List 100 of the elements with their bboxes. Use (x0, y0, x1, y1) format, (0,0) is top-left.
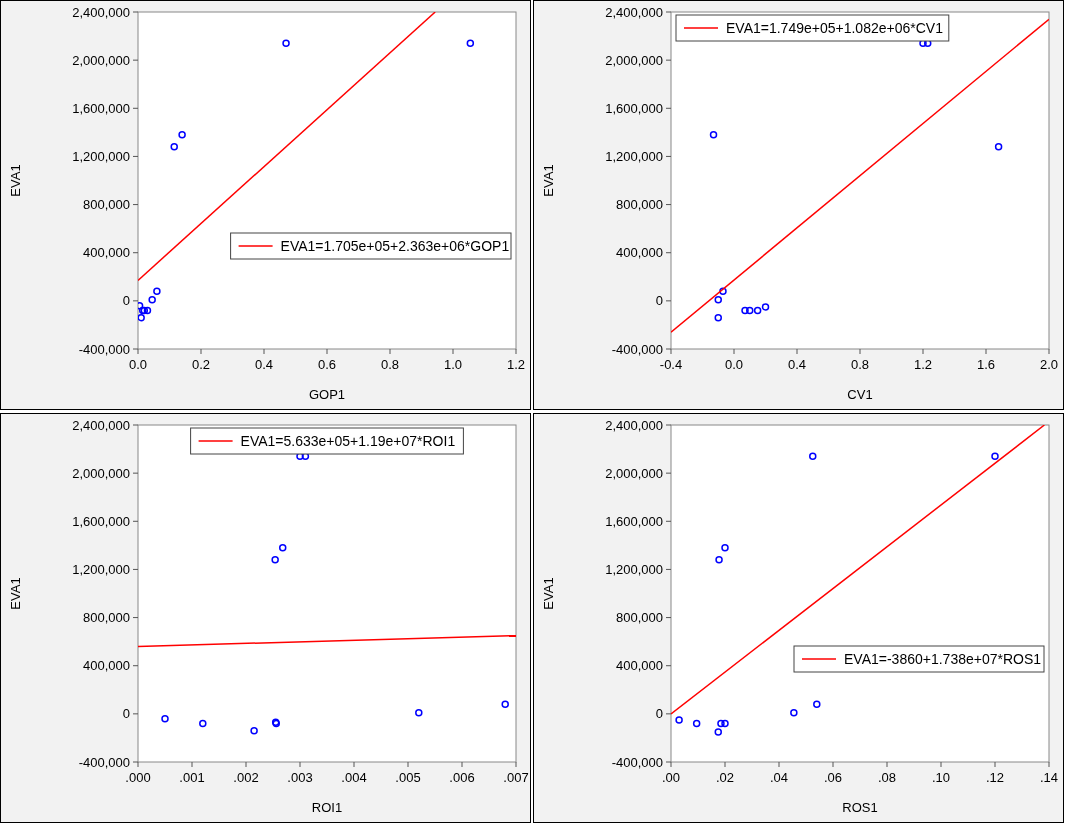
x-tick-label: .08 (877, 770, 897, 785)
point (741, 306, 749, 315)
x-tick-label: .005 (395, 770, 421, 785)
point (746, 306, 754, 315)
x-tick-label: 1.6 (976, 357, 996, 372)
x-tick-label: .002 (233, 770, 259, 785)
y-tick-label: 1,200,000 (72, 148, 130, 164)
y-tick-label: 1,600,000 (72, 513, 130, 529)
point (721, 544, 729, 552)
point (199, 719, 207, 728)
point (282, 39, 290, 48)
x-tick-label: 0.4 (254, 357, 274, 372)
x-tick-label: 0.8 (380, 357, 400, 372)
point (161, 714, 169, 723)
point (714, 295, 722, 304)
legend-label: EVA1=1.749e+05+1.082e+06*CV1 (726, 19, 944, 36)
y-tick-label: 800,000 (83, 197, 130, 213)
point (809, 452, 817, 461)
y-axis-title: EVA1 (8, 577, 23, 610)
point (719, 287, 727, 295)
x-tick-label: 1.0 (443, 357, 463, 372)
point (466, 39, 475, 48)
point (991, 452, 999, 461)
y-tick-label: -400,000 (611, 341, 663, 357)
y-tick-label: 2,000,000 (72, 465, 130, 481)
y-tick-label: -400,000 (78, 341, 130, 357)
point (813, 700, 821, 708)
y-tick-label: 800,000 (83, 610, 130, 626)
y-axis-title: EVA1 (541, 164, 556, 197)
legend-label: EVA1=5.633e+05+1.19e+07*ROI1 (240, 432, 456, 449)
y-tick-label: 2,400,000 (605, 4, 663, 20)
x-tick-label: 0.4 (787, 357, 807, 372)
y-tick-label: 1,200,000 (72, 561, 130, 577)
x-tick-label: 0.0 (128, 357, 148, 372)
y-tick-label: 1,200,000 (605, 148, 663, 164)
x-tick-label: 0.2 (191, 357, 211, 372)
x-tick-label: .007 (503, 770, 529, 785)
y-axis-title: EVA1 (8, 164, 23, 197)
y-tick-label: 2,400,000 (72, 417, 130, 433)
point (170, 143, 178, 151)
point (994, 143, 1003, 151)
y-tick-label: -400,000 (611, 754, 663, 770)
x-tick-label: 0.0 (724, 357, 744, 372)
point (178, 131, 186, 139)
point (717, 719, 725, 728)
y-tick-label: 400,000 (83, 245, 130, 261)
x-tick-label: .02 (715, 770, 735, 785)
y-tick-label: 400,000 (616, 658, 663, 674)
point (278, 544, 287, 552)
x-tick-label: .06 (823, 770, 843, 785)
x-axis-title: CV1 (847, 387, 873, 402)
x-tick-label: .006 (449, 770, 475, 785)
x-tick-label: 0.8 (850, 357, 870, 372)
y-tick-label: 1,600,000 (605, 513, 663, 529)
point (415, 708, 423, 717)
x-tick-label: 0.6 (317, 357, 337, 372)
x-tick-label: 2.0 (1039, 357, 1059, 372)
x-axis-title: ROI1 (311, 800, 343, 815)
y-tick-label: 1,600,000 (72, 100, 130, 116)
point (148, 295, 156, 304)
x-tick-label: .12 (985, 770, 1005, 785)
x-tick-label: 1.2 (506, 357, 526, 372)
point (153, 287, 161, 295)
y-tick-label: 1,600,000 (605, 100, 663, 116)
x-tick-label: 1.2 (913, 357, 933, 372)
x-tick-label: .14 (1039, 770, 1059, 785)
y-tick-label: 400,000 (616, 245, 663, 261)
y-tick-label: 0 (122, 293, 130, 309)
y-tick-label: 400,000 (83, 658, 130, 674)
y-tick-label: -400,000 (78, 754, 130, 770)
point (714, 728, 722, 736)
point (675, 716, 683, 724)
y-tick-label: 1,200,000 (605, 561, 663, 577)
point (714, 313, 722, 322)
legend-label: EVA1=-3860+1.738e+07*ROS1 (844, 650, 1042, 667)
x-tick-label: .00 (661, 770, 681, 785)
x-tick-label: .000 (125, 770, 151, 785)
point (715, 556, 723, 564)
point (501, 700, 509, 708)
point (250, 726, 258, 735)
x-tick-label: .004 (341, 770, 367, 785)
x-axis-title: ROS1 (842, 800, 878, 815)
y-tick-label: 800,000 (616, 610, 663, 626)
y-axis-title: EVA1 (541, 577, 556, 610)
y-tick-label: 2,000,000 (605, 52, 663, 68)
point (753, 306, 762, 315)
x-tick-label: .04 (769, 770, 789, 785)
x-tick-label: .001 (179, 770, 205, 785)
point (143, 306, 152, 315)
y-tick-label: 0 (655, 293, 663, 309)
y-tick-label: 0 (655, 706, 663, 722)
x-tick-label: -0.4 (659, 357, 683, 372)
y-tick-label: 800,000 (616, 197, 663, 213)
point (138, 313, 145, 322)
x-tick-label: .003 (287, 770, 313, 785)
point (761, 303, 770, 311)
point (790, 708, 798, 717)
point (709, 131, 718, 139)
point (271, 556, 279, 564)
point (692, 719, 701, 728)
